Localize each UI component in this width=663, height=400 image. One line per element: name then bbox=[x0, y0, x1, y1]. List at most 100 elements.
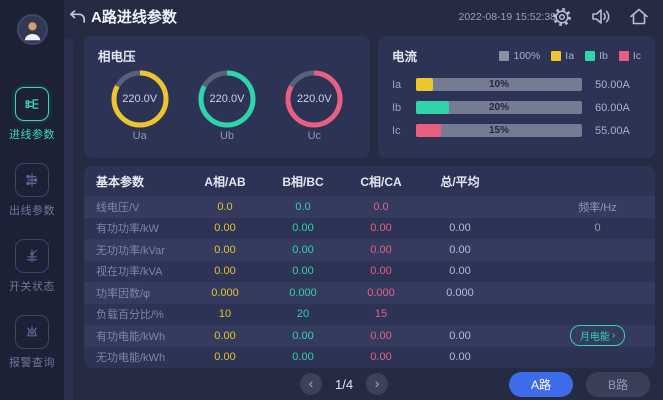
cell-c: 0.00 bbox=[370, 222, 392, 235]
bar-row-ib: Ib 20% 60.00A bbox=[392, 101, 641, 114]
back-button[interactable] bbox=[68, 8, 87, 28]
cell-c: 0.00 bbox=[370, 265, 392, 278]
cell-extra: 0 bbox=[594, 222, 601, 235]
ring-gauge: 220.0V bbox=[285, 70, 343, 128]
volume-button[interactable] bbox=[590, 6, 612, 30]
cell-total: 0.00 bbox=[449, 265, 471, 278]
row-label: 无功功率/kVar bbox=[96, 244, 165, 257]
table-row: 功率因数/φ 0.000 0.000 0.000 0.000 bbox=[84, 282, 655, 304]
cell-c: 0.00 bbox=[370, 243, 392, 256]
cell-b: 0.00 bbox=[292, 329, 314, 342]
sidebar-item-alarm-query[interactable]: 报警查询 bbox=[9, 315, 55, 370]
bar-fill bbox=[416, 78, 433, 91]
bar-fill bbox=[416, 124, 441, 137]
col-header: B相/BC bbox=[282, 174, 324, 189]
bar-row-ic: Ic 15% 55.00A bbox=[392, 124, 641, 137]
table-row: 有功电能/kWh 0.00 0.00 0.00 0.00 月电能 › bbox=[84, 325, 655, 347]
legend-100pct: 100% bbox=[499, 50, 540, 62]
route-a-button[interactable]: A路 bbox=[508, 372, 573, 397]
basic-params-table: 基本参数 A相/AB B相/BC C相/CA 总/平均 线电压/V 0.0 0.… bbox=[84, 166, 655, 368]
bar-fill bbox=[416, 101, 450, 114]
timestamp: 2022-08-19 15:52:38 bbox=[458, 11, 557, 23]
route-b-button[interactable]: B路 bbox=[585, 372, 650, 397]
row-label: 有功电能/kWh bbox=[96, 330, 166, 343]
phase-voltage-title: 相电压 bbox=[98, 50, 136, 64]
route-buttons: A路 B路 bbox=[508, 372, 650, 397]
bar-percent: 15% bbox=[488, 125, 509, 136]
current-panel: 电流 100% Ia Ib Ic bbox=[378, 36, 655, 158]
sidebar-item-switch-status[interactable]: 开关状态 bbox=[9, 239, 55, 294]
ring-gauge: 220.0V bbox=[111, 70, 169, 128]
cell-b: 0.00 bbox=[292, 351, 314, 364]
cell-total: 0.00 bbox=[449, 222, 471, 235]
sidebar-item-label: 进线参数 bbox=[9, 129, 55, 141]
bar-percent: 10% bbox=[488, 79, 509, 90]
legend-ic: Ic bbox=[618, 49, 641, 62]
sidebar-item-label: 开关状态 bbox=[9, 281, 55, 293]
chevron-right-icon: › bbox=[611, 330, 616, 342]
sidebar-item-label: 报警查询 bbox=[9, 357, 55, 369]
phase-voltage-panel: 相电压 220.0V Ua 220. bbox=[84, 36, 370, 158]
ring-gauge: 220.0V bbox=[198, 70, 256, 128]
cell-a: 0.0 bbox=[217, 200, 233, 213]
col-header: C相/CA bbox=[360, 174, 402, 189]
table-row: 有功功率/kW 0.00 0.00 0.00 0.00 0 bbox=[84, 218, 655, 240]
gauge-ub: 220.0V Ub bbox=[198, 70, 256, 142]
row-label: 负载百分比/% bbox=[96, 309, 164, 322]
cell-total: 0.00 bbox=[449, 329, 471, 342]
cell-b: 0.00 bbox=[292, 265, 314, 278]
outgoing-params-icon bbox=[15, 163, 49, 197]
bar-value: 50.00A bbox=[595, 78, 630, 91]
legend-swatch bbox=[618, 50, 629, 61]
cell-c: 0.00 bbox=[370, 329, 392, 342]
home-icon bbox=[630, 8, 648, 25]
gauge-uc: 220.0V Uc bbox=[285, 70, 343, 142]
col-header: 基本参数 bbox=[96, 174, 145, 189]
gauge-label: Ub bbox=[219, 130, 235, 142]
sidebar-menu: 进线参数 出线参数 bbox=[9, 87, 55, 370]
cell-total: 0.00 bbox=[449, 243, 471, 256]
cell-total: 0.000 bbox=[446, 286, 474, 299]
settings-button[interactable] bbox=[551, 6, 573, 31]
sidebar: 进线参数 出线参数 bbox=[0, 0, 64, 400]
home-button[interactable] bbox=[628, 6, 650, 30]
cell-extra: 频率/Hz bbox=[578, 201, 617, 214]
legend-label: Ia bbox=[565, 49, 575, 62]
cell-b: 0.0 bbox=[295, 200, 311, 213]
alarm-query-icon bbox=[15, 315, 49, 349]
next-page-button[interactable]: › bbox=[366, 373, 389, 395]
legend-label: Ic bbox=[632, 49, 641, 62]
row-label: 无功电能/kWh bbox=[96, 352, 166, 365]
voltage-gauges: 220.0V Ua 220.0V Ub bbox=[84, 66, 370, 142]
incoming-params-icon bbox=[15, 87, 49, 121]
table-row: 负载百分比/% 10 20 15 bbox=[84, 304, 655, 326]
month-energy-button[interactable]: 月电能 › bbox=[569, 325, 626, 347]
cell-a: 0.00 bbox=[214, 222, 236, 235]
current-legend: 100% Ia Ib Ic bbox=[499, 50, 641, 62]
bar-percent: 20% bbox=[488, 102, 509, 113]
cell-a: 0.00 bbox=[214, 329, 236, 342]
gear-icon bbox=[553, 8, 571, 26]
legend-swatch bbox=[585, 50, 596, 61]
bar-label: Ic bbox=[392, 124, 401, 137]
cell-a: 0.00 bbox=[214, 351, 236, 364]
page-indicator: 1/4 bbox=[335, 376, 354, 392]
sidebar-item-outgoing-params[interactable]: 出线参数 bbox=[9, 163, 55, 218]
prev-page-button[interactable]: ‹ bbox=[300, 373, 322, 395]
cell-c: 15 bbox=[374, 308, 388, 321]
row-label: 功率因数/φ bbox=[96, 287, 151, 300]
cell-a: 10 bbox=[218, 308, 232, 321]
sidebar-item-incoming-params[interactable]: 进线参数 bbox=[9, 87, 55, 142]
gauge-ua: 220.0V Ua bbox=[111, 70, 169, 142]
legend-swatch bbox=[499, 50, 510, 61]
current-bars: Ia 10% 50.00A Ib 20% 60.00A Ic 1 bbox=[378, 65, 655, 137]
pagination: ‹ 1/4 › bbox=[300, 373, 389, 395]
cell-a: 0.000 bbox=[211, 286, 239, 299]
row-label: 视在功率/kVA bbox=[96, 266, 163, 279]
current-title: 电流 bbox=[392, 50, 418, 64]
avatar[interactable] bbox=[16, 14, 48, 45]
gauge-label: Uc bbox=[307, 130, 322, 142]
bar-label: Ib bbox=[392, 101, 402, 114]
gauge-value: 220.0V bbox=[209, 93, 245, 105]
